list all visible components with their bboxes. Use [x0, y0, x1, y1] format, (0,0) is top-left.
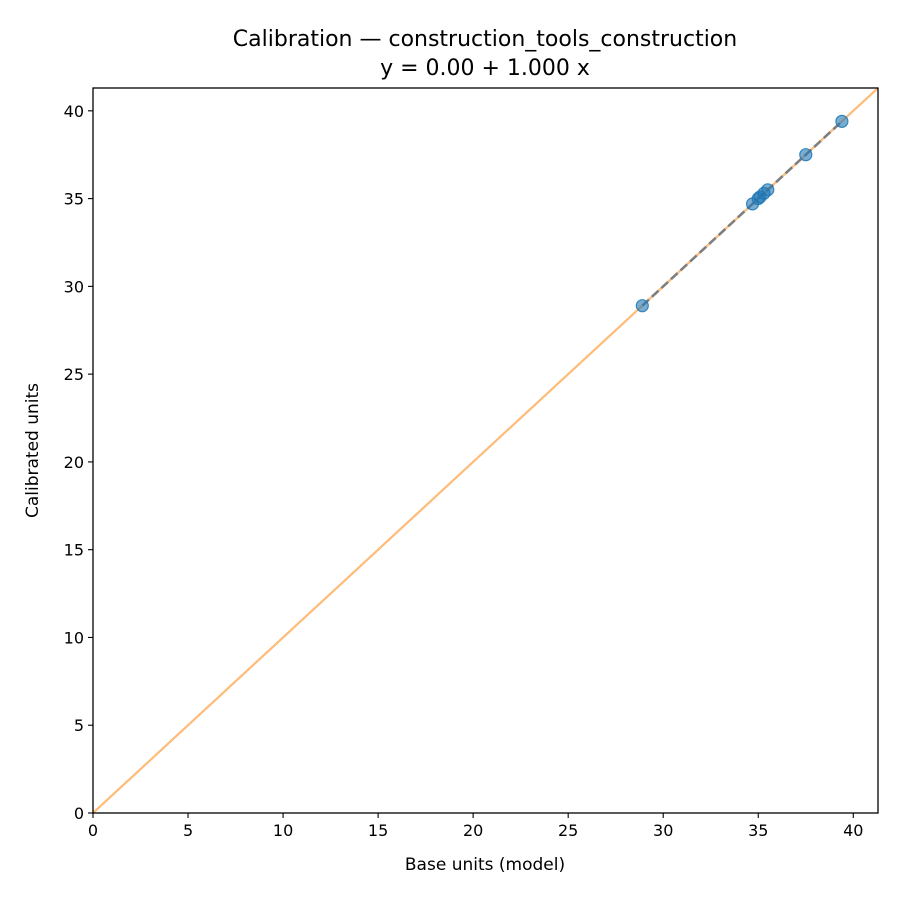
x-tick-label: 15: [368, 821, 388, 840]
x-tick-label: 40: [843, 821, 863, 840]
y-tick-label: 15: [64, 541, 84, 560]
x-tick-label: 20: [463, 821, 483, 840]
data-point: [635, 299, 649, 313]
axes-frame: [92, 87, 879, 814]
data-point: [761, 183, 775, 197]
y-axis-label: Calibrated units: [23, 383, 43, 518]
x-axis-label: Base units (model): [405, 855, 565, 875]
data-point: [799, 148, 813, 162]
y-tick-label: 30: [64, 277, 84, 296]
data-point: [835, 114, 849, 128]
y-tick-label: 10: [64, 628, 84, 647]
plot-area: [93, 88, 878, 813]
y-tick-label: 20: [64, 453, 84, 472]
axis-ticks: 0 5 10 15 20 25 30 35 40 0 5 10 15 20 25 30 35 40: [64, 102, 864, 840]
identity-line: [93, 88, 878, 813]
x-tick-label: 35: [748, 821, 768, 840]
y-tick-label: 25: [64, 365, 84, 384]
chart-title: Calibration — construction_tools_constru…: [233, 27, 737, 52]
y-tick-label: 5: [74, 716, 84, 735]
y-tick-label: 40: [64, 102, 84, 121]
x-tick-label: 10: [273, 821, 293, 840]
chart-subtitle: y = 0.00 + 1.000 x: [380, 56, 590, 81]
x-tick-label: 0: [88, 821, 98, 840]
x-tick-label: 25: [558, 821, 578, 840]
y-tick-label: 0: [74, 804, 84, 823]
x-tick-label: 5: [183, 821, 193, 840]
x-tick-label: 30: [653, 821, 673, 840]
y-tick-label: 35: [64, 190, 84, 209]
